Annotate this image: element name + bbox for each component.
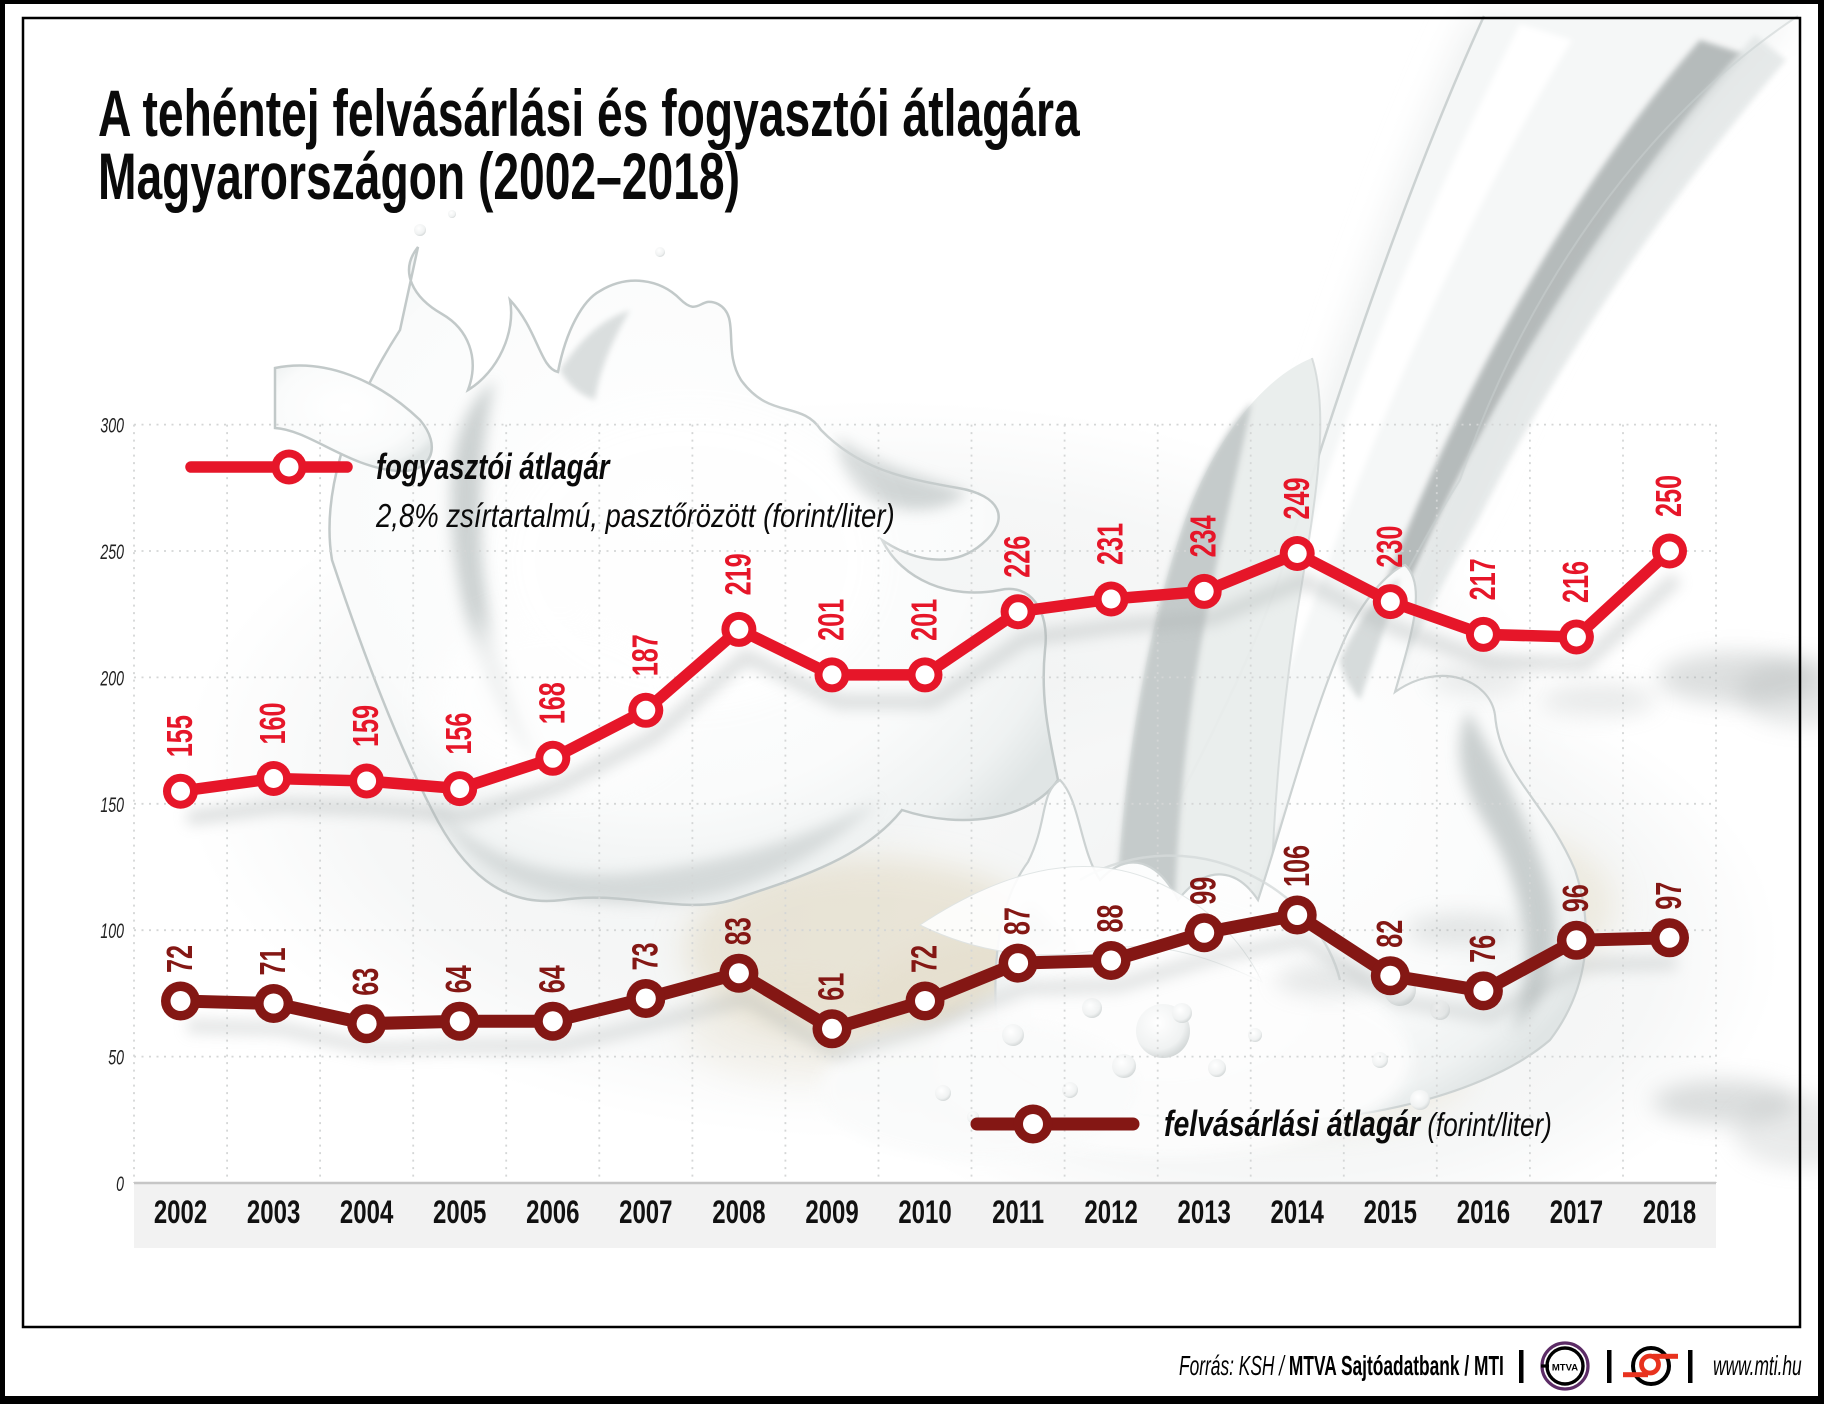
svg-text:61: 61 <box>811 973 852 1001</box>
svg-text:99: 99 <box>1183 877 1224 905</box>
svg-text:100: 100 <box>100 919 124 943</box>
svg-text:168: 168 <box>532 682 573 724</box>
svg-text:71: 71 <box>253 947 294 975</box>
svg-text:2012: 2012 <box>1084 1194 1137 1230</box>
svg-text:2016: 2016 <box>1457 1194 1510 1230</box>
svg-text:159: 159 <box>346 705 387 747</box>
svg-text:2011: 2011 <box>992 1194 1044 1230</box>
svg-text:156: 156 <box>439 713 480 755</box>
svg-text:88: 88 <box>1090 904 1131 932</box>
svg-text:82: 82 <box>1369 920 1410 948</box>
svg-text:226: 226 <box>997 536 1038 578</box>
svg-text:106: 106 <box>1276 845 1317 887</box>
svg-text:2018: 2018 <box>1643 1194 1696 1230</box>
svg-text:160: 160 <box>253 702 294 744</box>
svg-text:87: 87 <box>997 907 1038 935</box>
svg-text:187: 187 <box>625 634 666 676</box>
svg-text:2005: 2005 <box>433 1194 486 1230</box>
svg-text:155: 155 <box>160 715 201 757</box>
svg-text:2014: 2014 <box>1271 1194 1325 1230</box>
svg-text:2010: 2010 <box>898 1194 951 1230</box>
svg-text:2003: 2003 <box>247 1194 300 1230</box>
svg-text:0: 0 <box>116 1172 124 1196</box>
svg-text:2017: 2017 <box>1550 1194 1603 1230</box>
svg-text:97: 97 <box>1649 882 1690 910</box>
svg-text:2015: 2015 <box>1364 1194 1417 1230</box>
svg-text:250: 250 <box>1649 475 1690 517</box>
svg-text:219: 219 <box>718 553 759 595</box>
svg-text:76: 76 <box>1462 935 1503 963</box>
svg-text:2002: 2002 <box>154 1194 207 1230</box>
svg-text:249: 249 <box>1276 477 1317 519</box>
svg-text:2006: 2006 <box>526 1194 579 1230</box>
svg-text:230: 230 <box>1369 526 1410 568</box>
svg-text:150: 150 <box>100 793 124 817</box>
svg-text:72: 72 <box>160 945 201 973</box>
svg-text:2008: 2008 <box>712 1194 765 1230</box>
svg-text:Forrás: KSH / MTVA Sajtóadatba: Forrás: KSH / MTVA Sajtóadatbank / MTI <box>1179 1350 1504 1381</box>
svg-text:63: 63 <box>346 968 387 996</box>
svg-text:2,8% zsírtartalmú, pasztőrözöt: 2,8% zsírtartalmú, pasztőrözött (forint/… <box>375 498 895 535</box>
svg-text:200: 200 <box>100 667 124 691</box>
svg-text:MTVA: MTVA <box>1552 1363 1578 1374</box>
svg-text:201: 201 <box>904 599 945 641</box>
svg-text:72: 72 <box>904 945 945 973</box>
svg-text:201: 201 <box>811 599 852 641</box>
svg-text:300: 300 <box>100 414 124 438</box>
svg-text:64: 64 <box>439 965 480 994</box>
svg-text:96: 96 <box>1555 884 1596 912</box>
svg-text:231: 231 <box>1090 523 1131 565</box>
svg-text:2004: 2004 <box>340 1194 394 1230</box>
svg-text:73: 73 <box>625 942 666 970</box>
svg-text:felvásárlási átlagár (forint/l: felvásárlási átlagár (forint/liter) <box>1164 1104 1552 1144</box>
svg-text:2009: 2009 <box>805 1194 858 1230</box>
svg-text:250: 250 <box>100 540 124 564</box>
svg-text:fogyasztói átlagár: fogyasztói átlagár <box>376 446 611 486</box>
svg-text:www.mti.hu: www.mti.hu <box>1713 1350 1802 1381</box>
svg-text:216: 216 <box>1555 561 1596 603</box>
svg-text:217: 217 <box>1462 558 1503 600</box>
svg-text:64: 64 <box>532 965 573 994</box>
svg-text:83: 83 <box>718 917 759 945</box>
svg-text:2013: 2013 <box>1178 1194 1231 1230</box>
svg-text:2007: 2007 <box>619 1194 672 1230</box>
svg-text:234: 234 <box>1183 515 1224 558</box>
svg-text:50: 50 <box>108 1046 124 1070</box>
